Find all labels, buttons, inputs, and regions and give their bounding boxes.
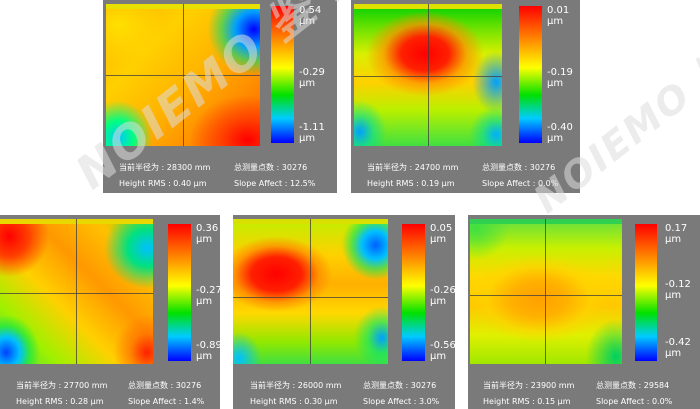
map-panel-3: 0.36 μm -0.27 μm -0.89 μm 当前半径为 : 27700 mm … — [0, 215, 222, 409]
map-panel-4: 0.05 μm -0.26 μm -0.56 μm 当前半径为 : 26000 mm … — [233, 215, 456, 409]
info-points-2: 总测量点数 : 30276 — [482, 163, 556, 172]
info-rms-3: Height RMS : 0.28 μm — [16, 397, 104, 406]
info-radius-3: 当前半径为 : 27700 mm — [16, 381, 108, 390]
scale-max-5: 0.17 μm — [665, 223, 688, 245]
info-rms-2: Height RMS : 0.19 μm — [367, 179, 455, 188]
scale-min-2: -0.40 μm — [547, 122, 573, 144]
info-rms-5: Height RMS : 0.15 μm — [483, 397, 571, 406]
info-points-4: 总测量点数 : 30276 — [363, 381, 437, 390]
info-radius-1: 当前半径为 : 28300 mm — [119, 163, 211, 172]
info-slope-5: Slope Affect : 0.0% — [596, 397, 673, 406]
info-slope-3: Slope Affect : 1.4% — [128, 397, 205, 406]
map-panel-5: 0.17 μm -0.12 μm -0.42 μm 当前半径为 : 23900 mm … — [468, 215, 700, 409]
info-slope-4: Slope Affect : 3.0% — [363, 397, 440, 406]
color-scale-bar-4 — [402, 224, 425, 361]
heightmap-3 — [0, 219, 153, 364]
info-rms-4: Height RMS : 0.30 μm — [250, 397, 338, 406]
scale-max-3: 0.36 μm — [196, 223, 219, 245]
scale-max-2: 0.01 μm — [547, 5, 570, 27]
map-panel-1: 0.54 μm -0.29 μm -1.11 μm 当前半径为 : 28300 mm … — [103, 0, 337, 193]
info-points-3: 总测量点数 : 30276 — [128, 381, 202, 390]
map-panel-2: 0.01 μm -0.19 μm -0.40 μm 当前半径为 : 24700 mm … — [351, 0, 580, 193]
scale-mid-3: -0.27 μm — [196, 285, 222, 307]
scale-mid-5: -0.12 μm — [665, 279, 691, 301]
heightmap-4 — [233, 219, 388, 364]
scale-mid-2: -0.19 μm — [547, 67, 573, 89]
heightmap-2 — [354, 4, 502, 146]
scale-min-5: -0.42 μm — [665, 337, 691, 359]
scale-mid-1: -0.29 μm — [299, 67, 325, 89]
color-scale-bar-1 — [271, 6, 294, 143]
color-scale-bar-3 — [168, 224, 191, 361]
info-radius-5: 当前半径为 : 23900 mm — [483, 381, 575, 390]
scale-mid-4: -0.26 μm — [430, 285, 456, 307]
heightmap-1 — [106, 4, 260, 146]
color-scale-bar-5 — [635, 224, 657, 361]
scale-min-1: -1.11 μm — [299, 122, 325, 144]
scale-min-3: -0.89 μm — [196, 340, 222, 362]
scale-min-4: -0.56 μm — [430, 340, 456, 362]
scale-max-4: 0.05 μm — [430, 223, 453, 245]
scale-max-1: 0.54 μm — [299, 5, 322, 27]
color-scale-bar-2 — [519, 6, 542, 143]
info-radius-4: 当前半径为 : 26000 mm — [250, 381, 342, 390]
info-rms-1: Height RMS : 0.40 μm — [119, 179, 207, 188]
info-points-5: 总测量点数 : 29584 — [596, 381, 670, 390]
info-points-1: 总测量点数 : 30276 — [234, 163, 308, 172]
info-slope-1: Slope Affect : 12.5% — [234, 179, 316, 188]
info-slope-2: Slope Affect : 0.0% — [482, 179, 559, 188]
heightmap-5 — [470, 219, 622, 364]
info-radius-2: 当前半径为 : 24700 mm — [367, 163, 459, 172]
